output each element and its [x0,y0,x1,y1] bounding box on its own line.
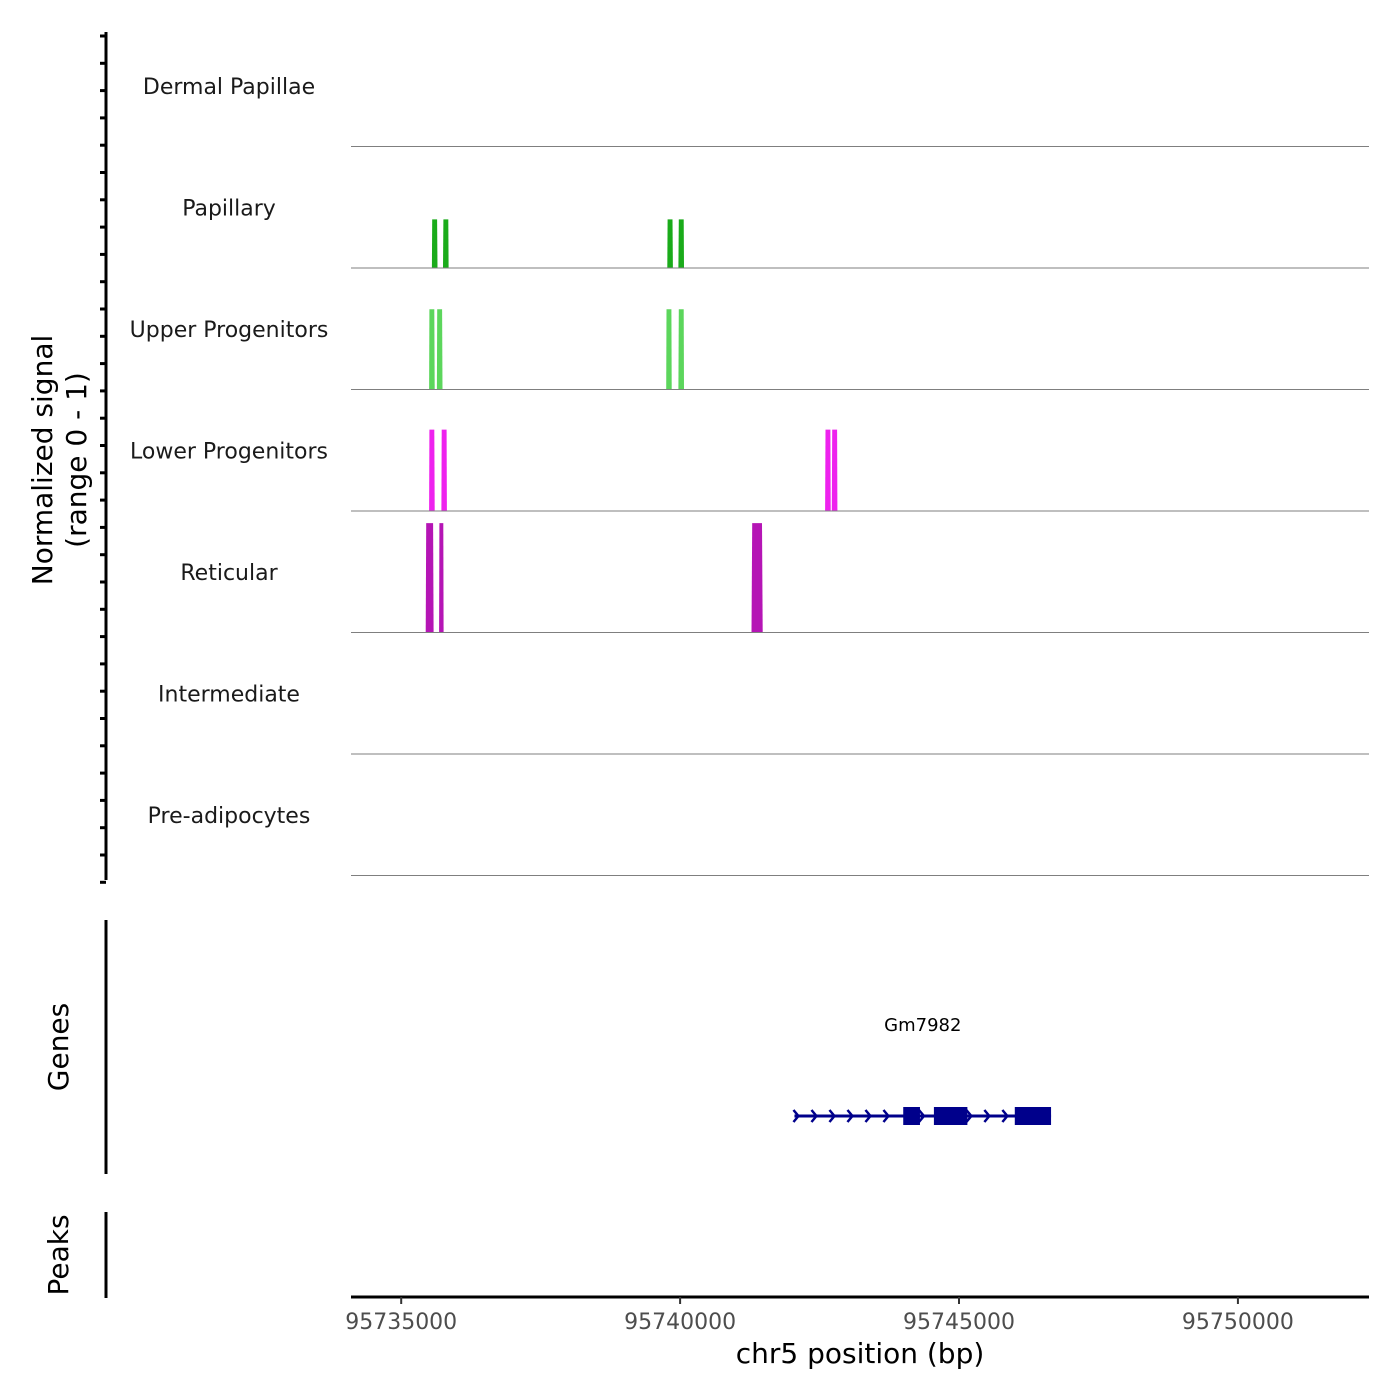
strand-arrow [918,1109,926,1123]
x-tick-label: 95735000 [345,1310,457,1335]
track-label: Upper Progenitors [130,318,329,343]
track-label: Papillary [182,196,276,221]
coverage-peak [825,429,831,511]
strand-arrow [810,1109,819,1123]
coverage-peak [678,219,684,268]
track-dermal-papillae: Dermal Papillae [143,75,1369,147]
x-tick-label: 95750000 [1182,1310,1294,1335]
track-upper-progenitors: Upper Progenitors [130,309,1369,390]
track-pre-adipocytes: Pre-adipocytes [148,804,1369,876]
coverage-peak [831,429,838,511]
track-label: Reticular [180,561,278,586]
coverage-tracks: Dermal Papillae Papillary Upper Progenitor… [130,75,1369,876]
track-label: Lower Progenitors [130,439,328,464]
peaks-panel-label: Peaks [42,1214,75,1295]
coverage-peak [667,219,673,268]
strand-arrow [965,1109,974,1123]
track-papillary: Papillary [182,196,1369,269]
coverage-peak [441,429,447,511]
track-label: Pre-adipocytes [148,804,311,829]
strand-arrow [983,1109,992,1123]
coverage-peak [751,523,763,633]
y-axis-title-line1: Normalized signal [26,335,59,586]
x-axis-title: chr5 position (bp) [736,1337,985,1370]
coverage-peak [431,219,438,268]
x-tick-label: 95740000 [624,1310,736,1335]
exon-block [933,1107,968,1125]
track-reticular: Reticular [180,523,1369,633]
strand-arrow [1001,1109,1010,1123]
strand-arrow [882,1109,891,1123]
strand-arrow [792,1109,801,1123]
coverage-peak [425,523,434,633]
x-axis-ticks: 95735000 95740000 95745000 95750000 [345,1297,1294,1335]
coverage-peak [436,309,443,390]
coverage-peak [443,219,449,268]
coverage-peak [429,429,435,511]
exon-block [903,1107,920,1125]
track-label: Intermediate [158,682,300,707]
track-lower-progenitors: Lower Progenitors [130,429,1369,512]
track-label: Dermal Papillae [143,75,315,100]
strand-arrow [864,1109,873,1123]
coverage-peak [439,523,444,633]
coverage-peak [678,309,684,390]
track-intermediate: Intermediate [158,682,1369,755]
gene-annotations: Gm7982 [792,1015,1052,1125]
coverage-peak [666,309,672,390]
coverage-peak [429,309,435,390]
gene-gm7982: Gm7982 [792,1015,1052,1125]
strand-arrow [846,1109,855,1123]
x-tick-label: 95745000 [903,1310,1015,1335]
y-axis-title-line2: (range 0 - 1) [60,372,93,548]
coverage-y-axis-ticks [100,34,106,884]
genes-panel-label: Genes [42,1003,75,1091]
y-axis-title: Normalized signal (range 0 - 1) [26,335,93,586]
strand-arrow [828,1109,837,1123]
gene-name-label: Gm7982 [884,1015,961,1036]
exon-block [1014,1107,1052,1125]
